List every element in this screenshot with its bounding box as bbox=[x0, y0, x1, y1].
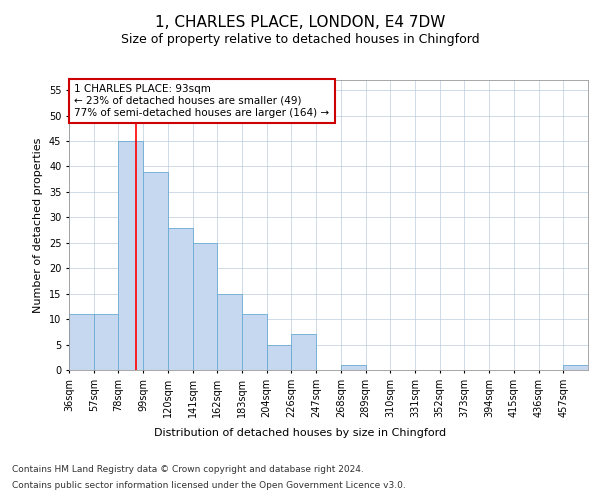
Bar bbox=[292, 334, 316, 370]
Bar bbox=[242, 314, 267, 370]
Text: Contains HM Land Registry data © Crown copyright and database right 2024.: Contains HM Land Registry data © Crown c… bbox=[12, 464, 364, 473]
Text: Size of property relative to detached houses in Chingford: Size of property relative to detached ho… bbox=[121, 34, 479, 46]
Y-axis label: Number of detached properties: Number of detached properties bbox=[34, 138, 43, 312]
Bar bbox=[168, 228, 193, 370]
Bar bbox=[217, 294, 242, 370]
Text: 1, CHARLES PLACE, LONDON, E4 7DW: 1, CHARLES PLACE, LONDON, E4 7DW bbox=[155, 15, 445, 30]
Bar bbox=[341, 365, 365, 370]
Bar bbox=[193, 243, 217, 370]
Bar bbox=[267, 344, 292, 370]
Text: Contains public sector information licensed under the Open Government Licence v3: Contains public sector information licen… bbox=[12, 480, 406, 490]
Bar bbox=[563, 365, 588, 370]
Bar bbox=[94, 314, 118, 370]
Text: 1 CHARLES PLACE: 93sqm
← 23% of detached houses are smaller (49)
77% of semi-det: 1 CHARLES PLACE: 93sqm ← 23% of detached… bbox=[74, 84, 329, 117]
Bar bbox=[143, 172, 168, 370]
Bar bbox=[118, 141, 143, 370]
Text: Distribution of detached houses by size in Chingford: Distribution of detached houses by size … bbox=[154, 428, 446, 438]
Bar bbox=[69, 314, 94, 370]
